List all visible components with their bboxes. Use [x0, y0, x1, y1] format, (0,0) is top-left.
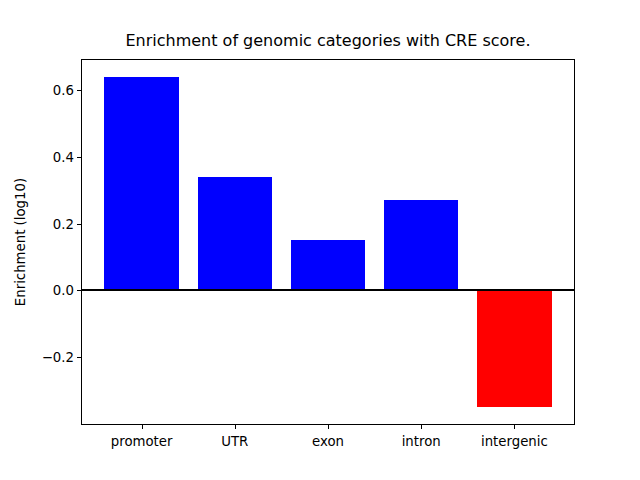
zero-baseline: [82, 289, 574, 291]
y-tick-label: 0.6: [0, 83, 74, 98]
x-tick-label-exon: exon: [312, 434, 344, 449]
bar-intergenic: [477, 290, 552, 407]
y-tick-mark: [77, 290, 81, 291]
x-tick-mark: [235, 425, 236, 429]
x-tick-label-intron: intron: [402, 434, 441, 449]
bar-UTR: [198, 177, 273, 291]
x-tick-mark: [328, 425, 329, 429]
y-tick-label: 0.2: [0, 216, 74, 231]
y-tick-label: 0.0: [0, 283, 74, 298]
y-tick-label: −0.2: [0, 350, 74, 365]
y-tick-label: 0.4: [0, 149, 74, 164]
x-tick-mark: [142, 425, 143, 429]
chart-title: Enrichment of genomic categories with CR…: [81, 31, 575, 50]
x-tick-label-promoter: promoter: [111, 434, 173, 449]
chart-figure: Enrichment of genomic categories with CR…: [0, 0, 640, 480]
bar-promoter: [104, 77, 179, 291]
x-tick-mark: [514, 425, 515, 429]
x-tick-label-intergenic: intergenic: [481, 434, 548, 449]
x-tick-mark: [421, 425, 422, 429]
y-tick-mark: [77, 224, 81, 225]
bar-intron: [384, 200, 459, 290]
y-tick-mark: [77, 157, 81, 158]
x-tick-label-UTR: UTR: [221, 434, 248, 449]
bar-exon: [291, 240, 366, 290]
y-tick-mark: [77, 90, 81, 91]
y-tick-mark: [77, 357, 81, 358]
plot-area: [81, 59, 575, 425]
